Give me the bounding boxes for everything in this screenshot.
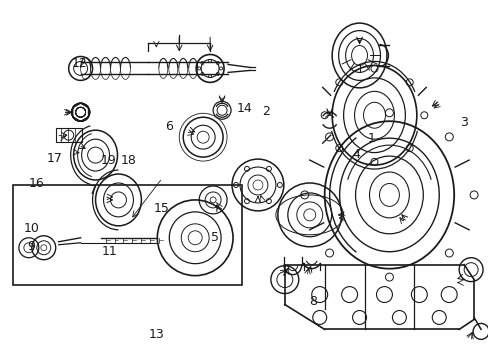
Text: 5: 5 <box>211 231 219 244</box>
Bar <box>56 128 81 142</box>
Text: 7: 7 <box>88 184 96 197</box>
Text: 2: 2 <box>262 105 270 118</box>
Text: 17: 17 <box>46 152 62 165</box>
Text: 3: 3 <box>459 116 467 129</box>
Text: 13: 13 <box>149 328 164 341</box>
Text: 19: 19 <box>100 154 116 167</box>
Text: 18: 18 <box>121 154 136 167</box>
Text: 9: 9 <box>28 240 36 253</box>
Text: 8: 8 <box>308 296 316 309</box>
Text: 6: 6 <box>165 120 173 133</box>
Text: 16: 16 <box>29 177 44 190</box>
Text: 1: 1 <box>366 132 374 145</box>
Text: 4: 4 <box>352 148 360 161</box>
Bar <box>13 185 242 285</box>
Text: 15: 15 <box>153 202 169 215</box>
Text: 11: 11 <box>101 245 117 258</box>
Text: 10: 10 <box>23 222 40 235</box>
Text: 14: 14 <box>236 103 252 116</box>
Text: 12: 12 <box>72 57 87 70</box>
